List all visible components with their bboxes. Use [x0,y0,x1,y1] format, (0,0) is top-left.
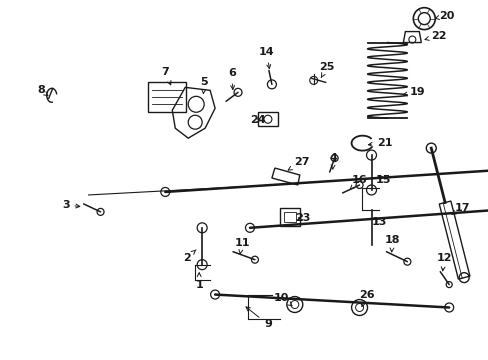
Circle shape [234,88,242,96]
Text: 16: 16 [349,175,366,190]
Text: 14: 14 [259,48,274,69]
Text: 7: 7 [161,67,171,85]
Text: 13: 13 [371,217,386,227]
Text: 19: 19 [403,87,424,97]
Circle shape [403,258,410,265]
Text: 5: 5 [200,77,207,94]
Text: 24: 24 [250,115,265,125]
Text: 8: 8 [37,85,48,96]
Circle shape [251,256,258,263]
Text: 26: 26 [358,289,374,306]
Text: 15: 15 [375,175,390,185]
Circle shape [446,282,451,288]
Text: 23: 23 [294,213,310,223]
Circle shape [267,80,276,89]
Text: 11: 11 [234,238,249,254]
Text: 22: 22 [424,31,446,41]
Text: 20: 20 [434,11,454,21]
Text: 21: 21 [367,138,391,148]
Text: 9: 9 [245,307,271,329]
Text: 2: 2 [183,250,196,263]
Circle shape [355,181,362,189]
Text: 1: 1 [195,273,203,289]
Text: 4: 4 [329,153,337,169]
Text: 12: 12 [436,253,451,271]
Circle shape [97,208,104,215]
Text: 18: 18 [384,235,399,252]
Text: 17: 17 [450,203,469,215]
Circle shape [330,154,337,162]
Text: 3: 3 [62,200,80,210]
Text: 10: 10 [274,293,291,306]
Text: 6: 6 [227,68,236,90]
Text: 27: 27 [287,157,309,170]
Text: 25: 25 [318,62,334,78]
